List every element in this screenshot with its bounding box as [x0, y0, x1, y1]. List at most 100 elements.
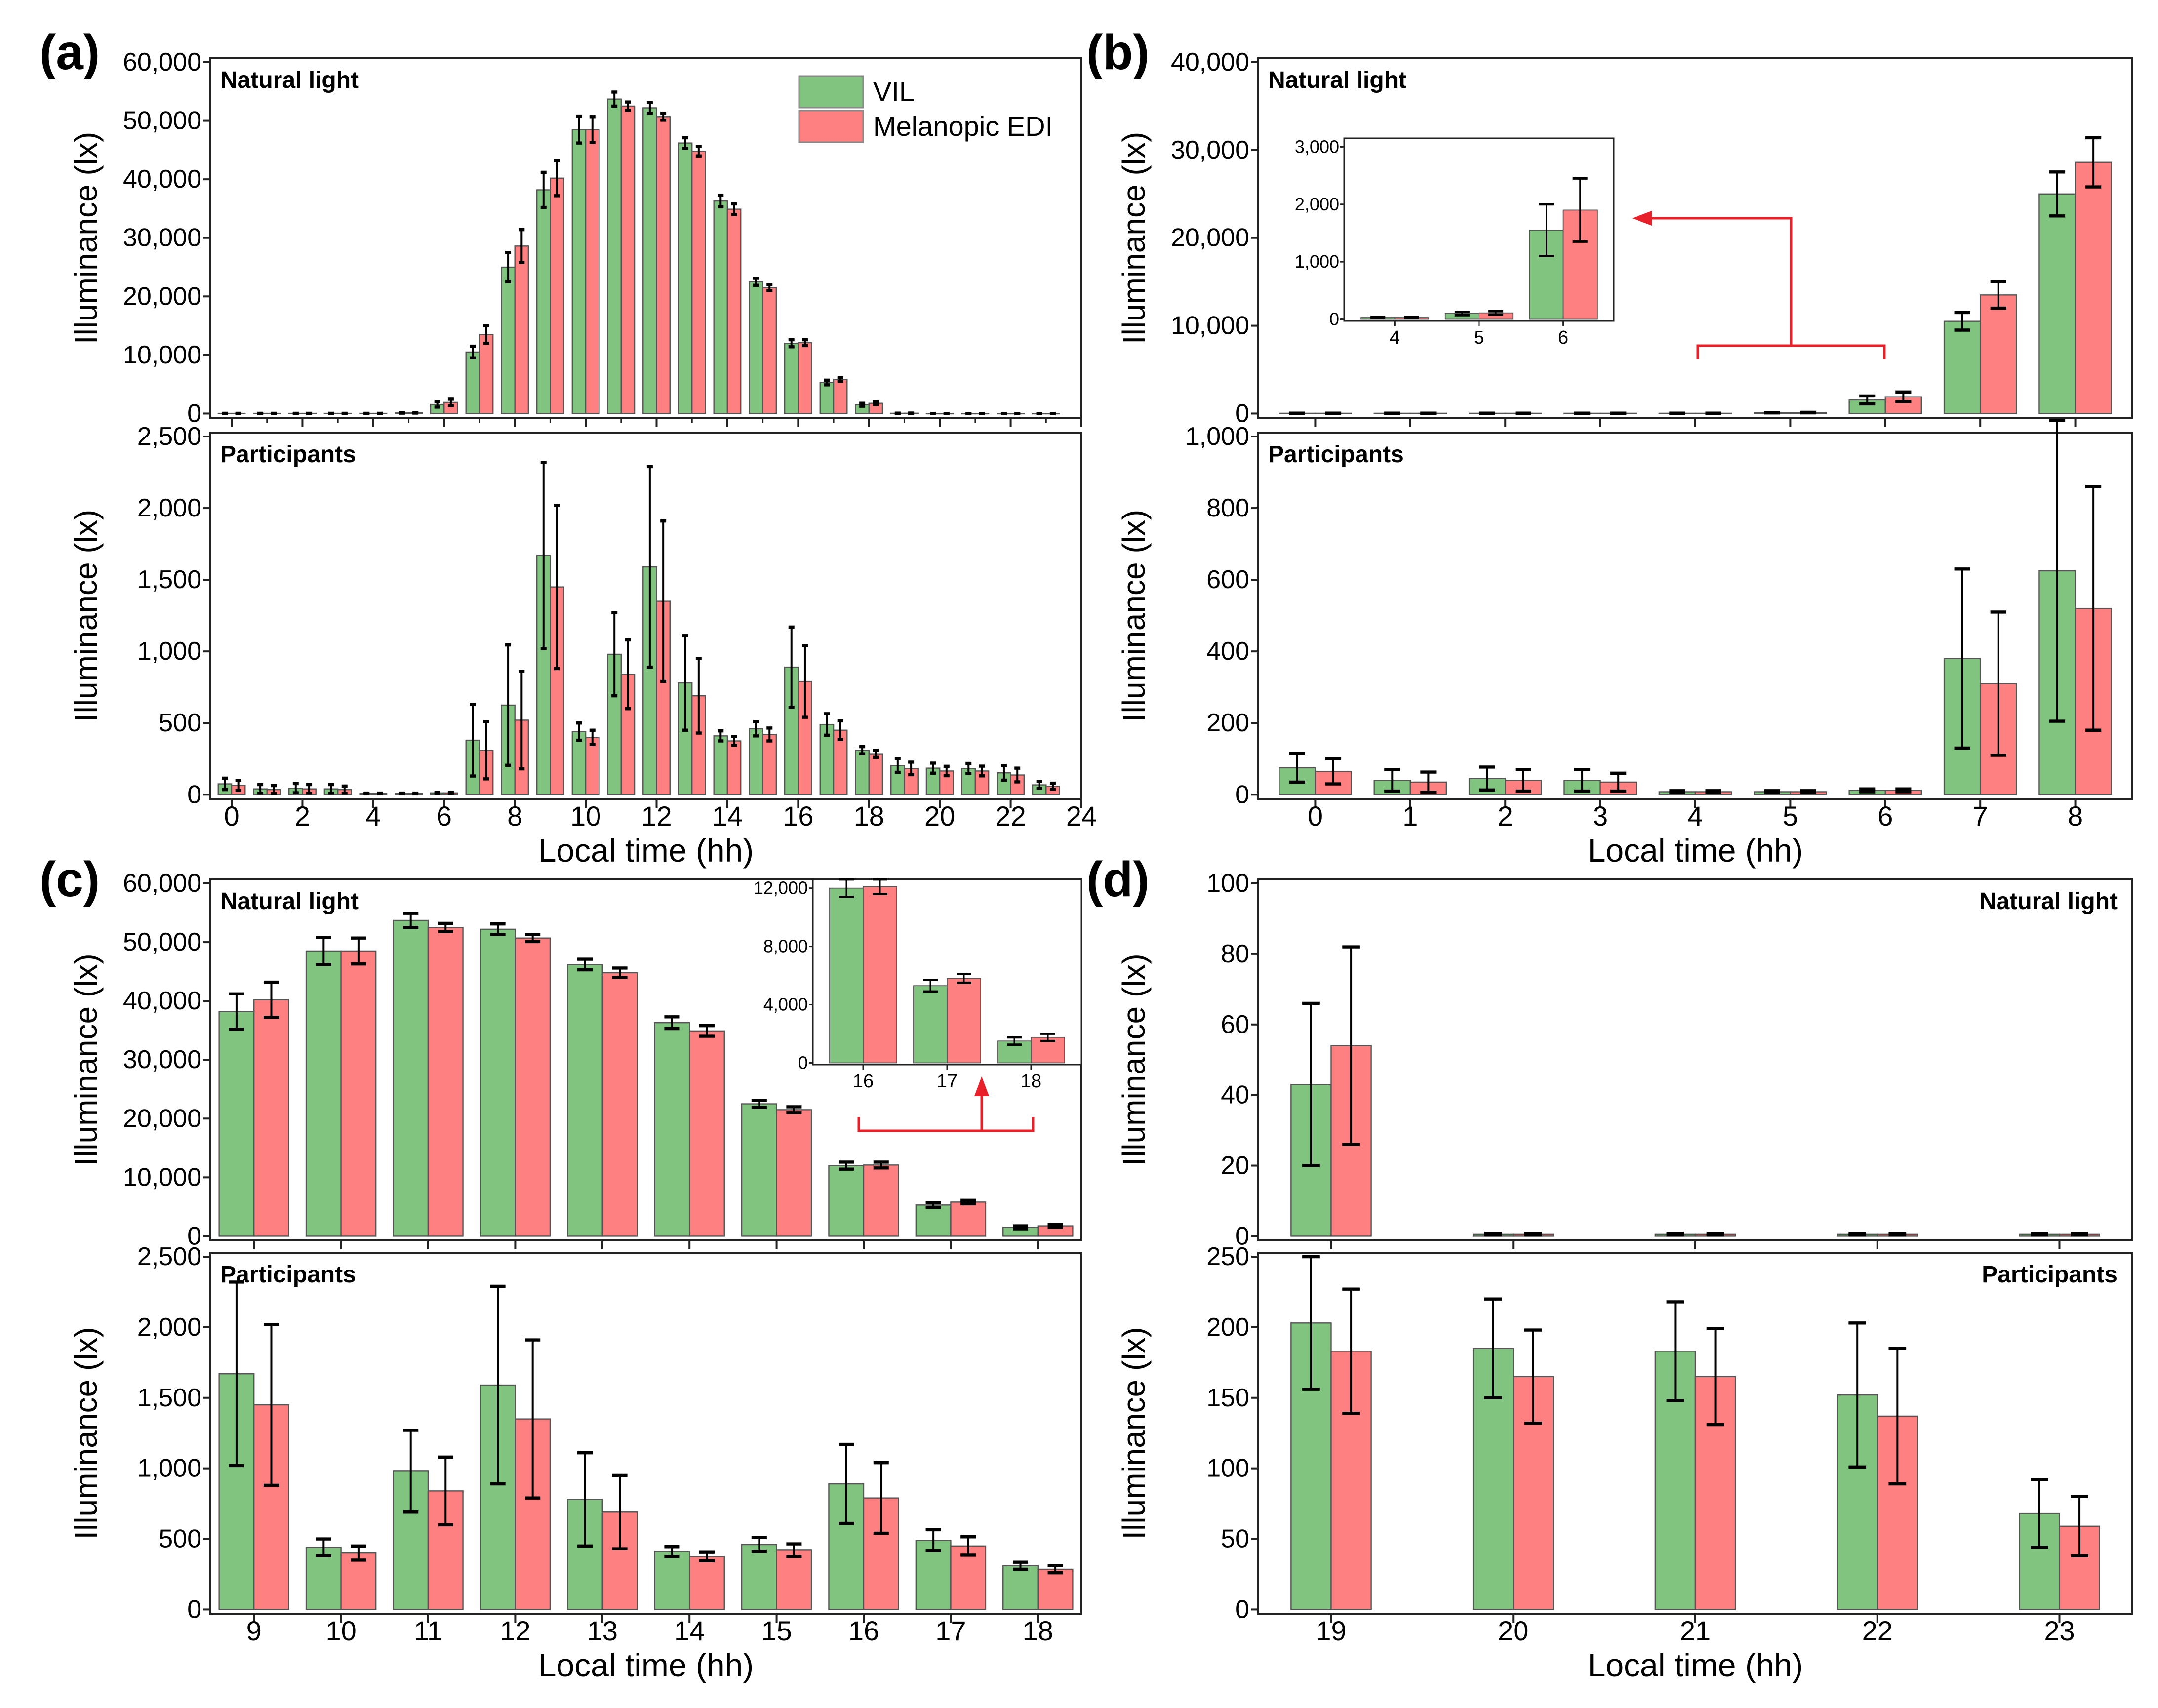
x-tick-label: 24 [1066, 800, 1097, 832]
x-axis-label: Local time (hh) [538, 832, 754, 869]
bar-edi-h7 [479, 334, 494, 414]
x-tick-label: 10 [570, 800, 601, 832]
plot-frame [1257, 878, 2133, 1241]
bar-edi-h10 [340, 950, 377, 1237]
x-tick-label: 14 [674, 1615, 705, 1646]
bar-edi-h13 [601, 972, 638, 1237]
panel-c: (c) 0 10,000 20,000 30,000 40,000 50,000 60,000… [40, 852, 1082, 1683]
subplot-participants: 0 200 400 600 800 1,000 Illuminance (lx) Partic… [1116, 419, 2133, 809]
bar-edi-h16 [863, 886, 897, 1064]
x-tick-label: 13 [587, 1615, 618, 1646]
y-tick-label: 800 [1206, 494, 1249, 522]
y-tick-label: 0 [187, 780, 201, 809]
bar-vil-h8 [2038, 193, 2076, 414]
y-tick-label: 2,500 [137, 422, 201, 451]
arrowhead [974, 1076, 989, 1096]
y-tick-label: 0 [1235, 399, 1249, 428]
y-tick-label: 200 [1206, 1313, 1249, 1342]
bar-vil-h8 [501, 266, 516, 414]
x-tick-label: 8 [507, 800, 522, 832]
y-tick-label: 100 [1206, 869, 1249, 898]
bar-vil-h12 [642, 107, 657, 414]
y-tick-label: 60 [1221, 1010, 1249, 1039]
inset-chart: 0 1,000 2,000 3,000 4 5 6 [1295, 136, 1615, 348]
bar-edi-h8 [2075, 161, 2112, 414]
y-tick-label: 100 [1206, 1454, 1249, 1483]
x-tick-label: 2 [295, 800, 310, 832]
bar-edi-h19 [904, 768, 919, 795]
x-tick-label: 16 [783, 800, 813, 832]
bar-edi-h9 [550, 586, 564, 795]
panel-label: (d) [1086, 852, 1150, 907]
arrowhead [1632, 211, 1652, 226]
bar-edi-h14 [726, 208, 742, 414]
bar-vil-h15 [749, 281, 763, 414]
bar-edi-h14 [726, 740, 742, 795]
y-tick-label: 2,500 [137, 1242, 201, 1271]
bar-vil-h14 [713, 200, 728, 414]
x-tick-label: 6 [1878, 800, 1893, 832]
y-axis-label: Illuminance (lx) [68, 510, 104, 722]
x-tick-label: 0 [224, 800, 239, 832]
y-tick-label: 40 [1221, 1081, 1249, 1110]
y-tick-label: 40,000 [1171, 48, 1249, 77]
panel-label: (b) [1086, 25, 1150, 80]
y-axis-label: Illuminance (lx) [1116, 510, 1152, 722]
bar-edi-h7 [1979, 294, 2017, 414]
panel-label: (c) [40, 852, 100, 907]
x-axis-label: Local time (hh) [1588, 1647, 1803, 1683]
bar-edi-h18 [1037, 1568, 1074, 1610]
legend: VIL Melanopic EDI [798, 75, 1053, 143]
bar-edi-h11 [427, 927, 464, 1237]
panel-b: (b) 0 10,000 20,000 30,000 40,000 Illuminance … [1086, 25, 2133, 869]
x-tick-label: 18 [1023, 1615, 1053, 1646]
inset-y-tick-label: 0 [1329, 309, 1339, 329]
y-tick-label: 0 [1235, 1595, 1249, 1624]
x-axis-label: Local time (hh) [1588, 832, 1803, 869]
x-tick-label: 3 [1593, 800, 1608, 832]
x-tick-label: 16 [848, 1615, 879, 1646]
bar-edi-h10 [585, 129, 600, 414]
y-axis-label: Illuminance (lx) [1116, 132, 1152, 344]
y-tick-label: 20 [1221, 1152, 1249, 1180]
inset-x-tick-label: 4 [1390, 327, 1400, 348]
y-tick-label: 50,000 [123, 928, 201, 956]
plot-frame [209, 1252, 1082, 1615]
bar-vil-h18 [855, 750, 870, 795]
y-axis-label: Illuminance (lx) [68, 953, 104, 1166]
bar-edi-h12 [515, 937, 551, 1237]
x-tick-label: 21 [1680, 1615, 1711, 1646]
bar-vil-h17 [819, 382, 835, 414]
y-tick-label: 50,000 [123, 107, 201, 135]
x-tick-label: 8 [2068, 800, 2083, 832]
bar-vil-h7 [465, 351, 480, 414]
y-tick-label: 1,500 [137, 565, 201, 594]
y-tick-label: 400 [1206, 637, 1249, 666]
inset-y-tick-label: 1,000 [1295, 251, 1339, 272]
bar-edi-h8 [514, 245, 529, 414]
inset-x-tick-label: 18 [1021, 1071, 1041, 1092]
zoom-arrow [857, 1076, 1035, 1132]
inset-y-tick-label: 2,000 [1295, 194, 1339, 214]
x-tick-label: 10 [325, 1615, 356, 1646]
inset-x-tick-label: 16 [853, 1071, 874, 1092]
y-tick-label: 1,000 [137, 1454, 201, 1483]
y-tick-label: 30,000 [123, 224, 201, 252]
zoom-arrow [1632, 211, 1886, 359]
bar-vil-h15 [741, 1103, 777, 1237]
bar-vil-h17 [913, 985, 948, 1064]
x-tick-label: 20 [1498, 1615, 1528, 1646]
panel-a: (a) 0 10,000 20,000 30,000 40,000 50,000 60,000… [40, 25, 1097, 869]
y-tick-label: 0 [1235, 780, 1249, 809]
bar-vil-h15 [749, 728, 763, 795]
y-tick-label: 0 [187, 1595, 201, 1624]
y-tick-label: 1,000 [1185, 422, 1249, 451]
x-tick-label: 11 [414, 1615, 442, 1646]
y-tick-label: 80 [1221, 940, 1249, 968]
y-tick-label: 60,000 [123, 869, 201, 898]
bar-edi-h12 [656, 116, 671, 414]
subplot-title: Natural light [220, 888, 359, 914]
bar-vil-h14 [654, 1022, 690, 1237]
legend-label-edi: Melanopic EDI [873, 111, 1053, 142]
y-tick-label: 30,000 [1171, 136, 1249, 164]
